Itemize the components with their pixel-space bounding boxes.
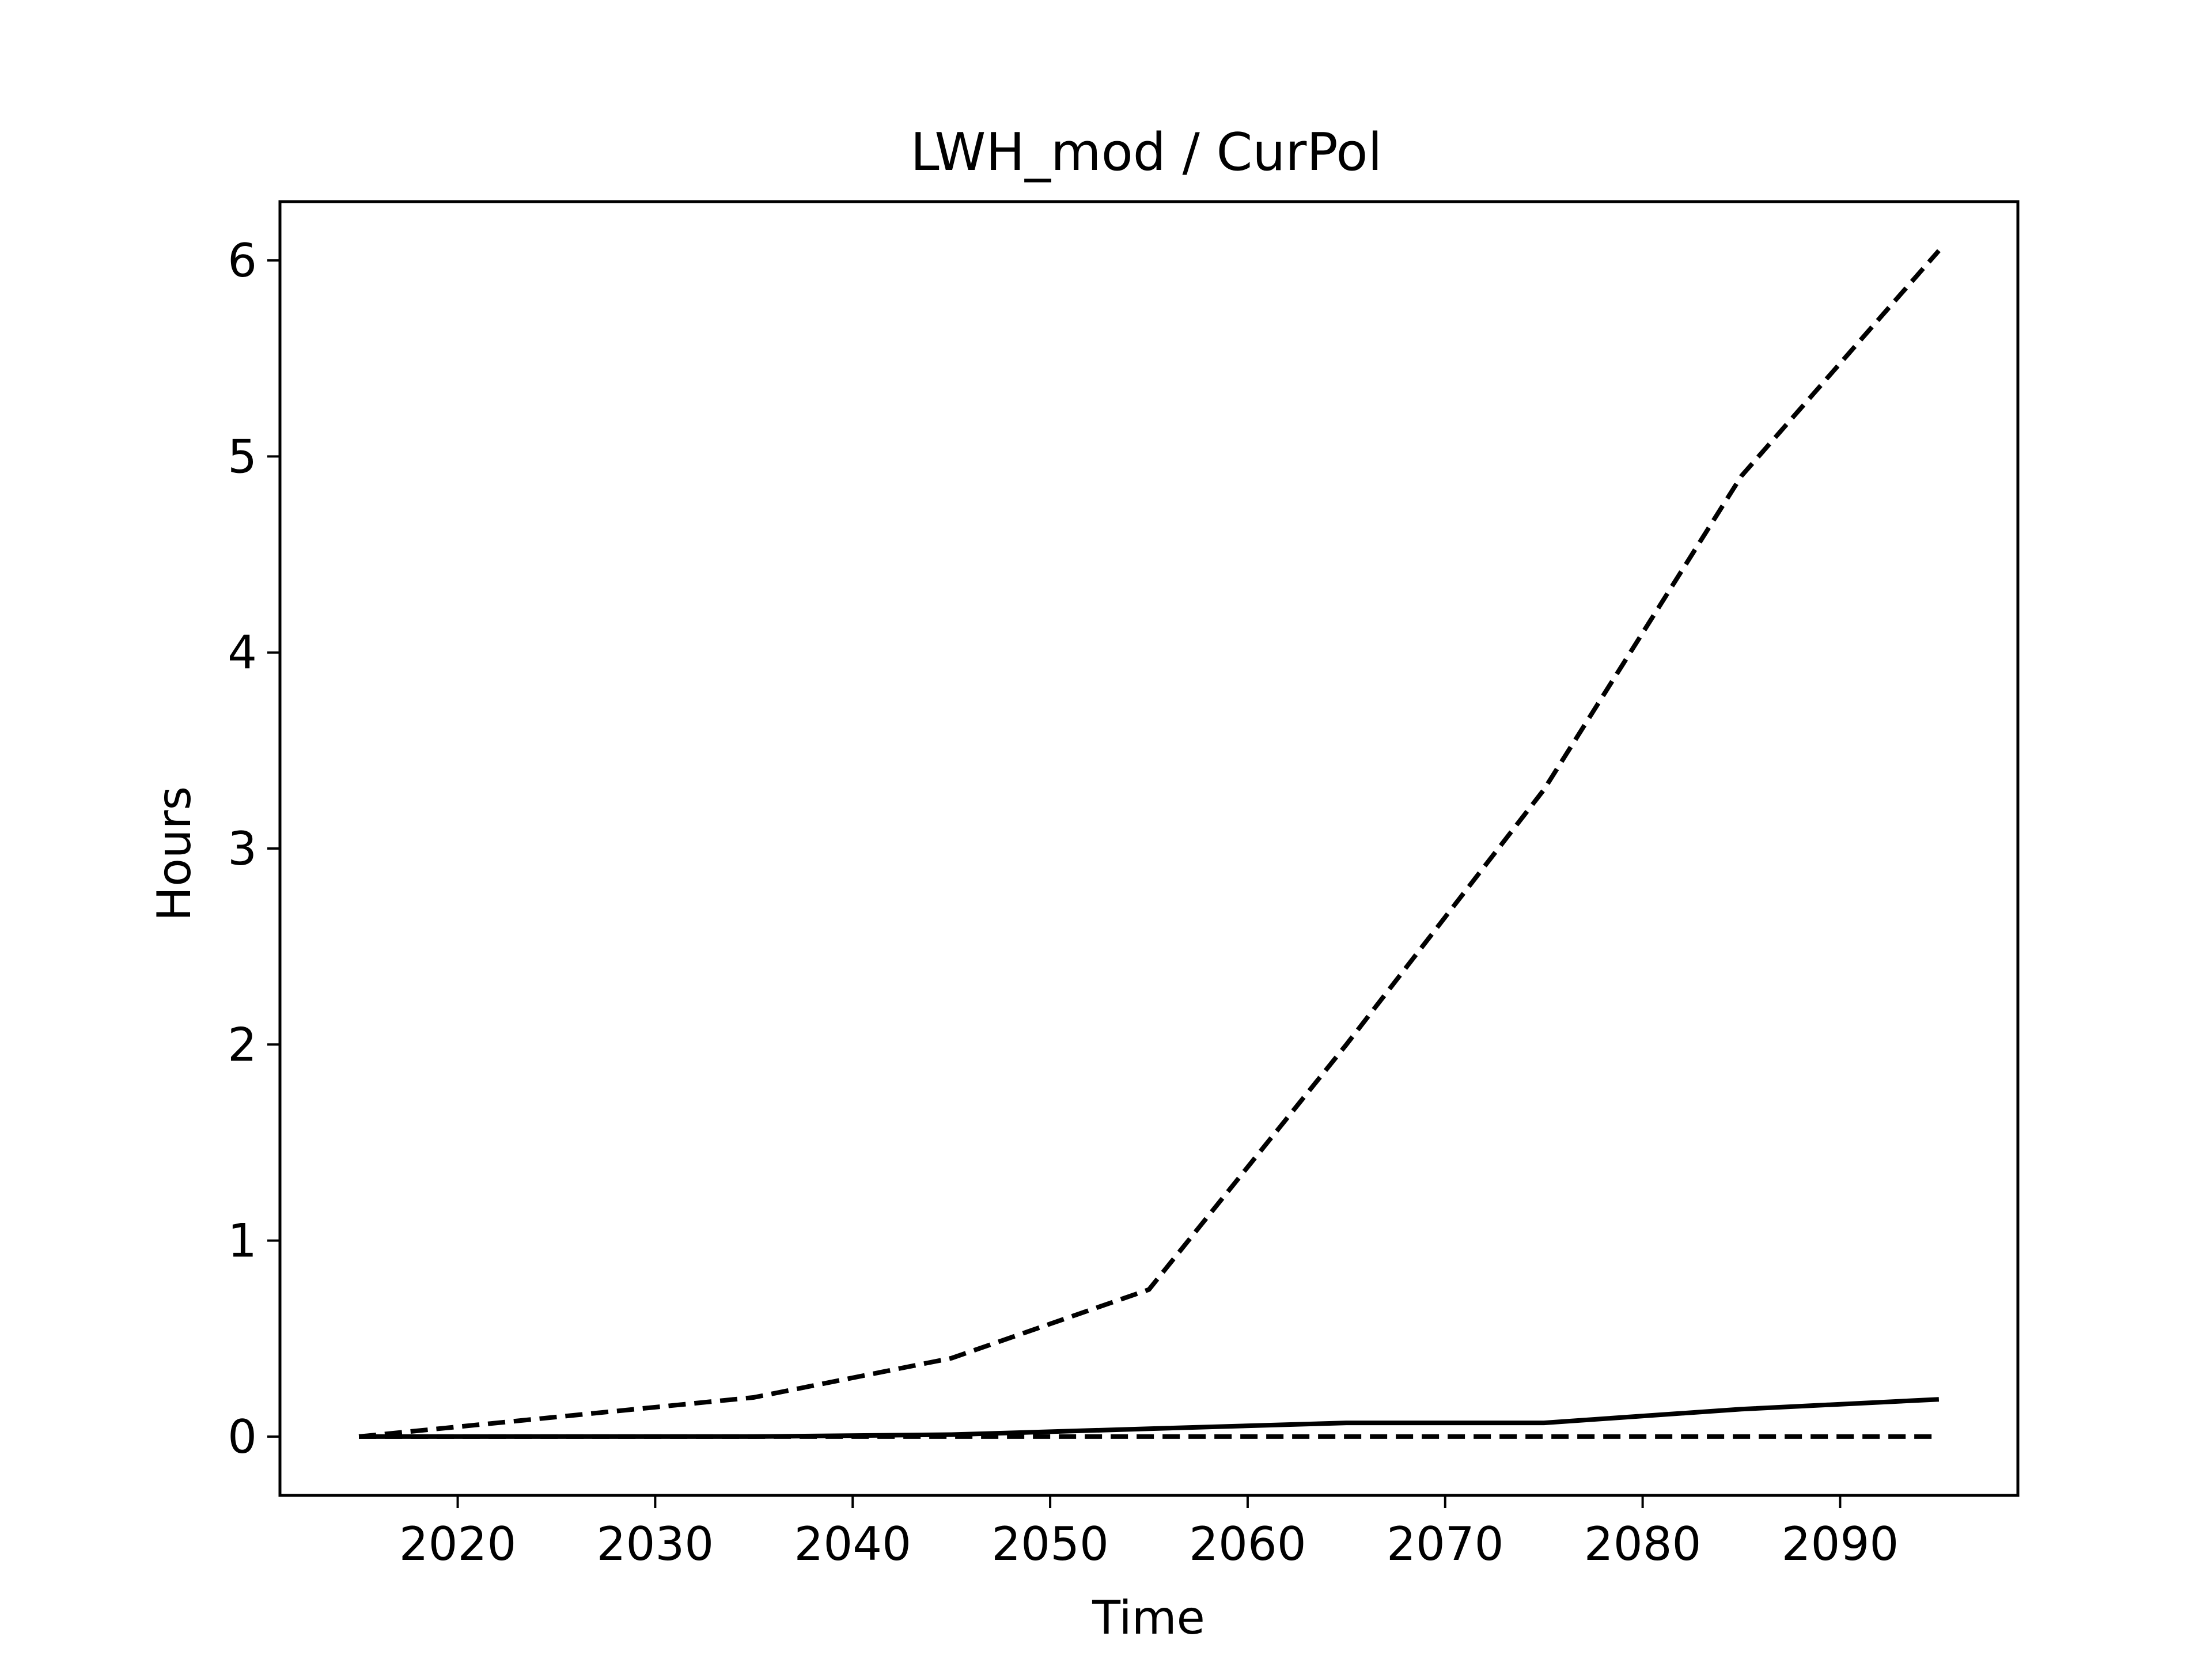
series-line-1	[358, 249, 1941, 1439]
x-tick-label: 2050	[991, 1517, 1109, 1571]
y-tick-label: 4	[228, 626, 257, 680]
x-axis: 2020 2030 2040 2050 2060 2070 2080 2090	[399, 1495, 1899, 1571]
x-tick-label: 2090	[1782, 1517, 1899, 1571]
y-tick-label: 2	[228, 1018, 257, 1071]
y-axis: 0 1 2 3 4 5 6	[228, 234, 280, 1464]
x-tick-label: 2040	[794, 1517, 911, 1571]
plot-frame	[278, 200, 2020, 1497]
y-tick-label: 6	[228, 234, 257, 287]
x-tick-label: 2030	[597, 1517, 714, 1571]
x-tick-label: 2020	[399, 1517, 517, 1571]
y-tick-label: 3	[228, 822, 257, 876]
y-axis-label: Hours	[147, 786, 201, 921]
x-tick-label: 2070	[1387, 1517, 1504, 1571]
y-tick-label: 1	[228, 1214, 257, 1268]
y-tick-label: 5	[228, 430, 257, 483]
x-tick-label: 2080	[1584, 1517, 1702, 1571]
x-axis-label: Time	[1092, 1591, 1205, 1645]
chart-title: LWH_mod / CurPol	[911, 122, 1382, 183]
series-line-2	[359, 1397, 1940, 1439]
series-layer	[358, 249, 1941, 1439]
x-tick-label: 2060	[1189, 1517, 1306, 1571]
y-tick-label: 0	[228, 1410, 257, 1464]
